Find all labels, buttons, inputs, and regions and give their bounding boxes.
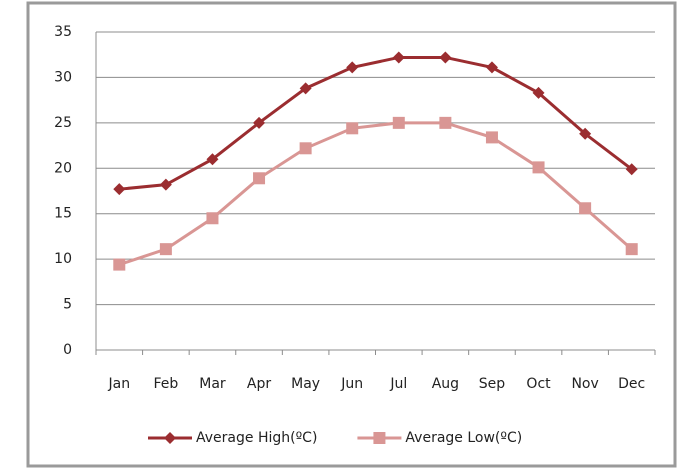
data-point <box>439 51 452 64</box>
data-point <box>579 127 592 140</box>
data-point <box>346 122 359 135</box>
y-tick-label: 30 <box>54 69 72 85</box>
y-tick-label: 0 <box>63 342 72 358</box>
legend-marker <box>164 432 176 444</box>
y-tick-label: 25 <box>54 115 72 131</box>
y-tick-label: 20 <box>54 160 72 176</box>
data-point <box>159 178 172 191</box>
series-line <box>118 121 633 267</box>
x-tick-label: Jul <box>389 376 407 392</box>
data-point <box>299 82 312 95</box>
legend-label: Average High(ºC) <box>196 430 317 446</box>
series-line <box>119 55 633 191</box>
data-point <box>625 243 638 256</box>
x-tick-label: Jan <box>107 376 130 392</box>
y-tick-label: 35 <box>54 24 72 40</box>
data-point <box>206 153 219 166</box>
data-point <box>485 131 498 144</box>
x-tick-label: Nov <box>571 376 598 392</box>
data-point <box>392 51 405 64</box>
y-tick-label: 15 <box>54 206 72 222</box>
x-tick-label: Sep <box>479 376 506 392</box>
data-point <box>625 163 638 176</box>
data-point <box>392 116 405 129</box>
chart-frame <box>26 1 677 468</box>
y-tick-label: 10 <box>54 251 72 267</box>
x-tick-label: May <box>291 376 320 392</box>
x-tick-label: Jun <box>340 376 363 392</box>
data-point <box>299 142 312 155</box>
data-point <box>159 243 172 256</box>
data-point <box>485 61 498 74</box>
x-tick-label: Aug <box>432 376 459 392</box>
data-point <box>206 212 219 225</box>
x-tick-label: Mar <box>199 376 226 392</box>
legend-marker <box>373 432 386 444</box>
legend-label: Average Low(ºC) <box>405 430 522 446</box>
data-point <box>532 86 545 99</box>
y-tick-label: 5 <box>63 297 72 313</box>
data-point <box>579 202 592 215</box>
data-point <box>113 183 126 196</box>
data-point <box>253 116 266 129</box>
x-tick-label: Apr <box>247 376 271 392</box>
data-point <box>532 161 545 174</box>
x-tick-label: Oct <box>526 376 551 392</box>
data-point <box>439 116 452 129</box>
x-tick-label: Feb <box>153 376 178 392</box>
data-point <box>253 172 266 185</box>
x-tick-label: Dec <box>618 376 645 392</box>
data-point <box>346 61 359 74</box>
data-point <box>113 258 126 271</box>
